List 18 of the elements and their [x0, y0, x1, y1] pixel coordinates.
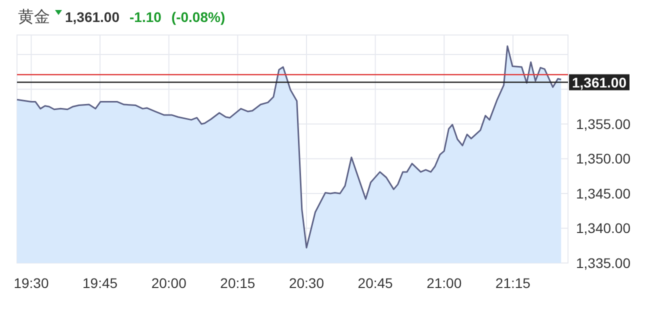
y-tick-label: 1,355.00 [576, 116, 631, 132]
text: -1.10 [130, 9, 162, 25]
y-tick-label: 1,345.00 [576, 185, 631, 202]
text: (-0.08%) [171, 9, 226, 25]
x-tick-label: 20:45 [358, 275, 394, 291]
ref-line-label: 1,361.00 [572, 74, 627, 90]
chart-title: 黄金 [18, 8, 50, 26]
x-tick-label: 21:00 [426, 275, 462, 291]
x-tick-label: 21:15 [495, 275, 531, 291]
x-tick-label: 20:00 [151, 275, 187, 291]
x-tick-label: 20:15 [220, 275, 256, 291]
y-tick-label: 1,350.00 [576, 150, 631, 167]
x-tick-label: 19:30 [14, 275, 49, 291]
x-tick-label: 19:45 [82, 275, 118, 291]
x-tick-label: 20:30 [288, 275, 324, 291]
y-tick-label: 1,340.00 [576, 220, 631, 236]
text: 1,361.00 [65, 9, 120, 25]
y-tick-label: 1,335.00 [576, 255, 631, 271]
